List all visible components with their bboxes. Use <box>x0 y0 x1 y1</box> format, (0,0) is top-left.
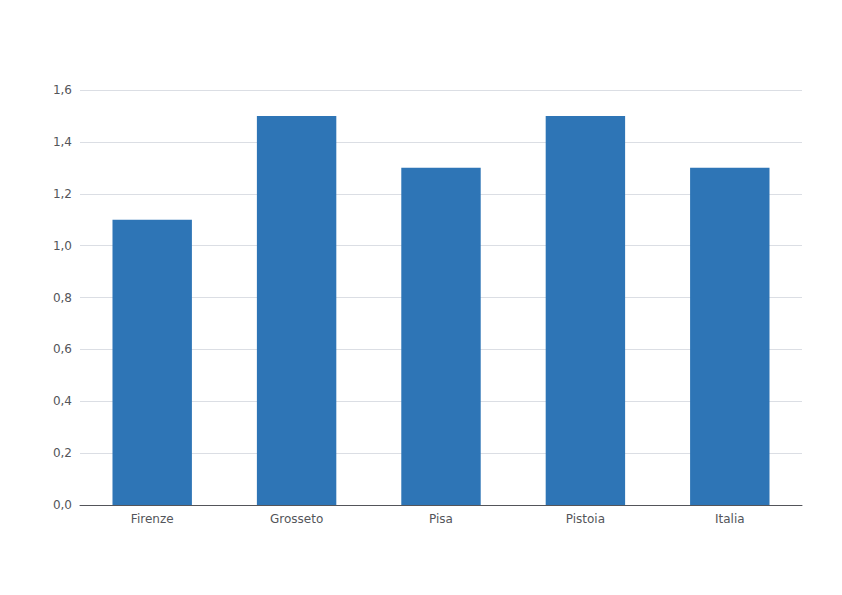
svg-text:0,4: 0,4 <box>53 394 72 408</box>
svg-text:Pistoia: Pistoia <box>566 512 605 526</box>
svg-text:1,4: 1,4 <box>53 135 72 149</box>
svg-text:1,6: 1,6 <box>53 83 72 97</box>
svg-text:Pisa: Pisa <box>429 512 453 526</box>
svg-text:0,0: 0,0 <box>53 498 72 512</box>
svg-text:Firenze: Firenze <box>131 512 174 526</box>
svg-text:Italia: Italia <box>715 512 745 526</box>
svg-text:0,2: 0,2 <box>53 446 72 460</box>
svg-text:1,0: 1,0 <box>53 239 72 253</box>
svg-text:Grosseto: Grosseto <box>270 512 323 526</box>
svg-text:0,6: 0,6 <box>53 342 72 356</box>
svg-text:1,2: 1,2 <box>53 187 72 201</box>
svg-text:0,8: 0,8 <box>53 291 72 305</box>
